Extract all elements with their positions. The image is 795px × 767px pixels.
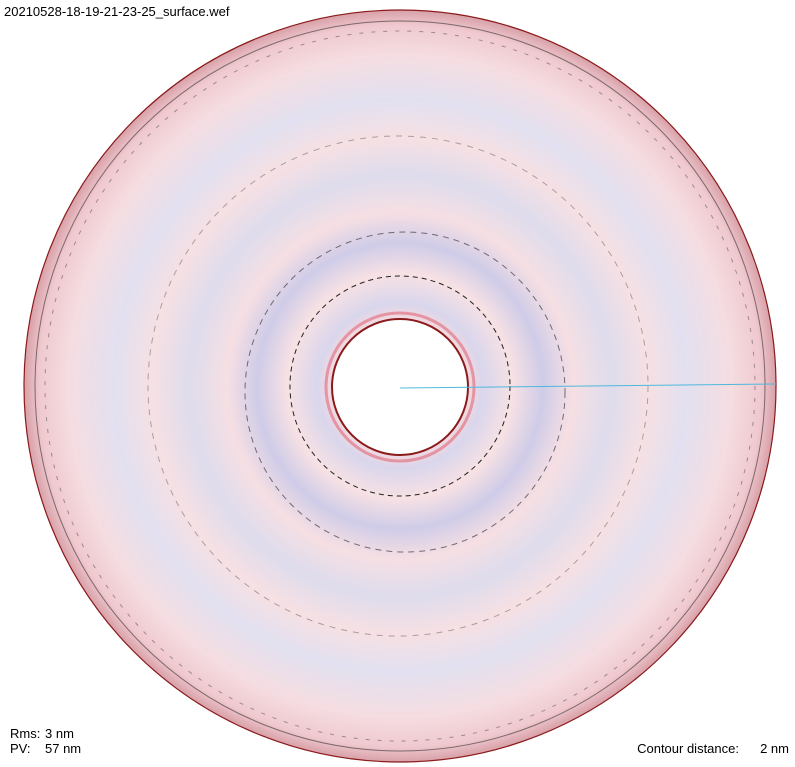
surface-map-window: 20210528-18-19-21-23-25_surface.wef Rms:… (0, 0, 795, 767)
file-title: 20210528-18-19-21-23-25_surface.wef (4, 4, 230, 19)
pv-value: 57 nm (45, 741, 81, 756)
pv-label: PV: (10, 741, 30, 756)
contour-value: 2 nm (760, 741, 789, 756)
rms-value: 3 nm (45, 726, 74, 741)
surface-map (0, 0, 795, 767)
contour-label: Contour distance: (637, 741, 739, 756)
rms-label: Rms: (10, 726, 40, 741)
